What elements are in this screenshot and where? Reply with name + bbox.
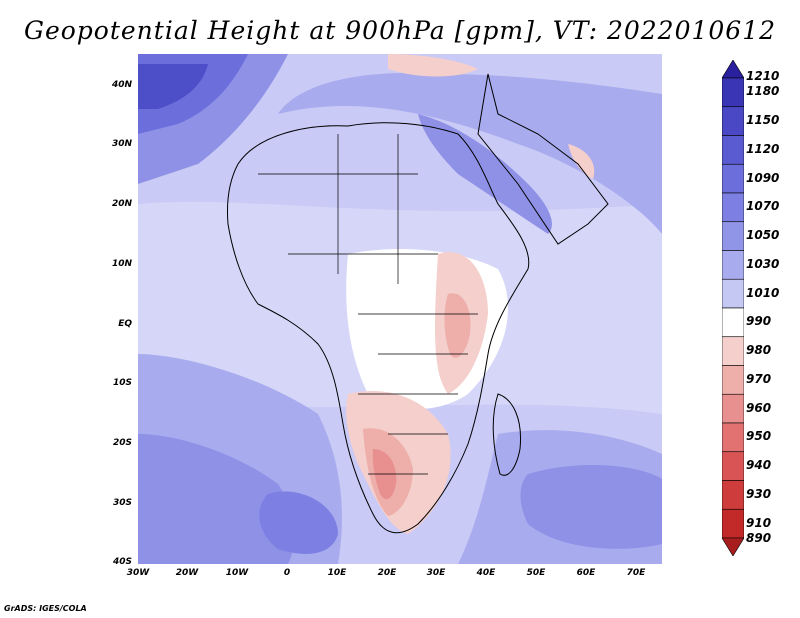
map-title: Geopotential Height at 900hPa [gpm], VT:…	[23, 16, 777, 45]
colorbar-label: 890	[746, 531, 772, 545]
colorbar-label: 990	[746, 314, 772, 329]
colorbar-swatch	[722, 336, 744, 366]
colorbar-swatch	[722, 480, 744, 510]
high-indian-core	[520, 464, 662, 549]
lat-label-30n: 30N	[111, 139, 132, 149]
colorbar-label: 1210	[746, 69, 780, 83]
colorbar-swatch	[722, 221, 744, 251]
lon-label-70e: 70E	[626, 568, 646, 578]
colorbar-swatch	[722, 106, 744, 136]
colorbar-label: 930	[746, 486, 772, 501]
colorbar-swatch	[722, 60, 744, 79]
lon-label-10w: 10W	[225, 568, 249, 578]
colorbar-label: 1090	[746, 170, 780, 185]
lon-label-20w: 20W	[175, 568, 199, 578]
colorbar-label: 910	[746, 515, 772, 530]
colorbar	[722, 60, 744, 556]
credit-text: GrADS: IGES/COLA	[4, 604, 87, 613]
country-borders	[258, 134, 478, 475]
colorbar-label: 940	[746, 458, 772, 473]
low-persian-gulf	[568, 144, 595, 179]
africa-coastline	[227, 122, 530, 534]
high-south-atlantic-core	[259, 491, 338, 554]
colorbar-swatch	[722, 393, 744, 424]
colorbar-label: 1010	[746, 285, 780, 300]
low-mediterranean	[388, 54, 478, 77]
colorbar-swatch	[722, 422, 744, 453]
lon-label-0: 0	[283, 568, 291, 578]
lon-label-40e: 40E	[476, 568, 496, 578]
colorbar-swatch	[722, 508, 744, 539]
lat-label-20n: 20N	[111, 199, 132, 209]
colorbar-label: 950	[746, 429, 772, 444]
colorbar-label: 980	[746, 343, 772, 358]
colorbar-swatch	[722, 135, 744, 165]
lat-label-30s: 30S	[112, 498, 132, 508]
lat-label-eq: EQ	[118, 319, 132, 329]
lon-label-50e: 50E	[526, 568, 546, 578]
geopotential-field	[138, 54, 662, 564]
colorbar-swatch	[722, 451, 744, 481]
lon-label-60e: 60E	[576, 568, 596, 578]
lat-label-40n: 40N	[111, 80, 132, 90]
lat-label-40s: 40S	[112, 557, 132, 567]
colorbar-swatch	[722, 278, 744, 309]
colorbar-swatch	[722, 192, 744, 223]
colorbar-label: 1120	[746, 141, 780, 156]
high-egypt-arabia	[418, 114, 552, 234]
colorbar-label: 1150	[746, 113, 780, 128]
lon-label-10e: 10E	[327, 568, 347, 578]
colorbar-swatch	[722, 365, 744, 395]
lon-label-30w: 30W	[126, 568, 150, 578]
arabia-outline	[477, 73, 609, 245]
map-plot-area	[138, 54, 662, 564]
colorbar-swatch	[722, 537, 744, 556]
colorbar-label: 1030	[746, 256, 780, 271]
colorbar-label: 1050	[746, 228, 780, 243]
lat-label-20s: 20S	[112, 438, 132, 448]
colorbar-label: 960	[746, 400, 772, 415]
madagascar-outline	[492, 393, 522, 476]
low-east-africa-core	[444, 293, 471, 358]
colorbar-label: 1070	[746, 199, 780, 214]
high-nw-core	[138, 64, 208, 109]
high-north-africa	[278, 73, 662, 235]
colorbar-swatch	[722, 307, 744, 338]
colorbar-swatch	[722, 163, 744, 194]
lon-label-30e: 30E	[426, 568, 446, 578]
colorbar-label: 970	[746, 371, 772, 386]
lat-label-10n: 10N	[111, 259, 132, 269]
colorbar-label: 1180	[746, 84, 780, 99]
colorbar-swatch	[722, 250, 744, 280]
lat-label-10s: 10S	[112, 378, 132, 388]
high-south-atlantic-mid	[138, 434, 295, 564]
lon-label-20e: 20E	[377, 568, 397, 578]
colorbar-swatch	[722, 77, 744, 108]
